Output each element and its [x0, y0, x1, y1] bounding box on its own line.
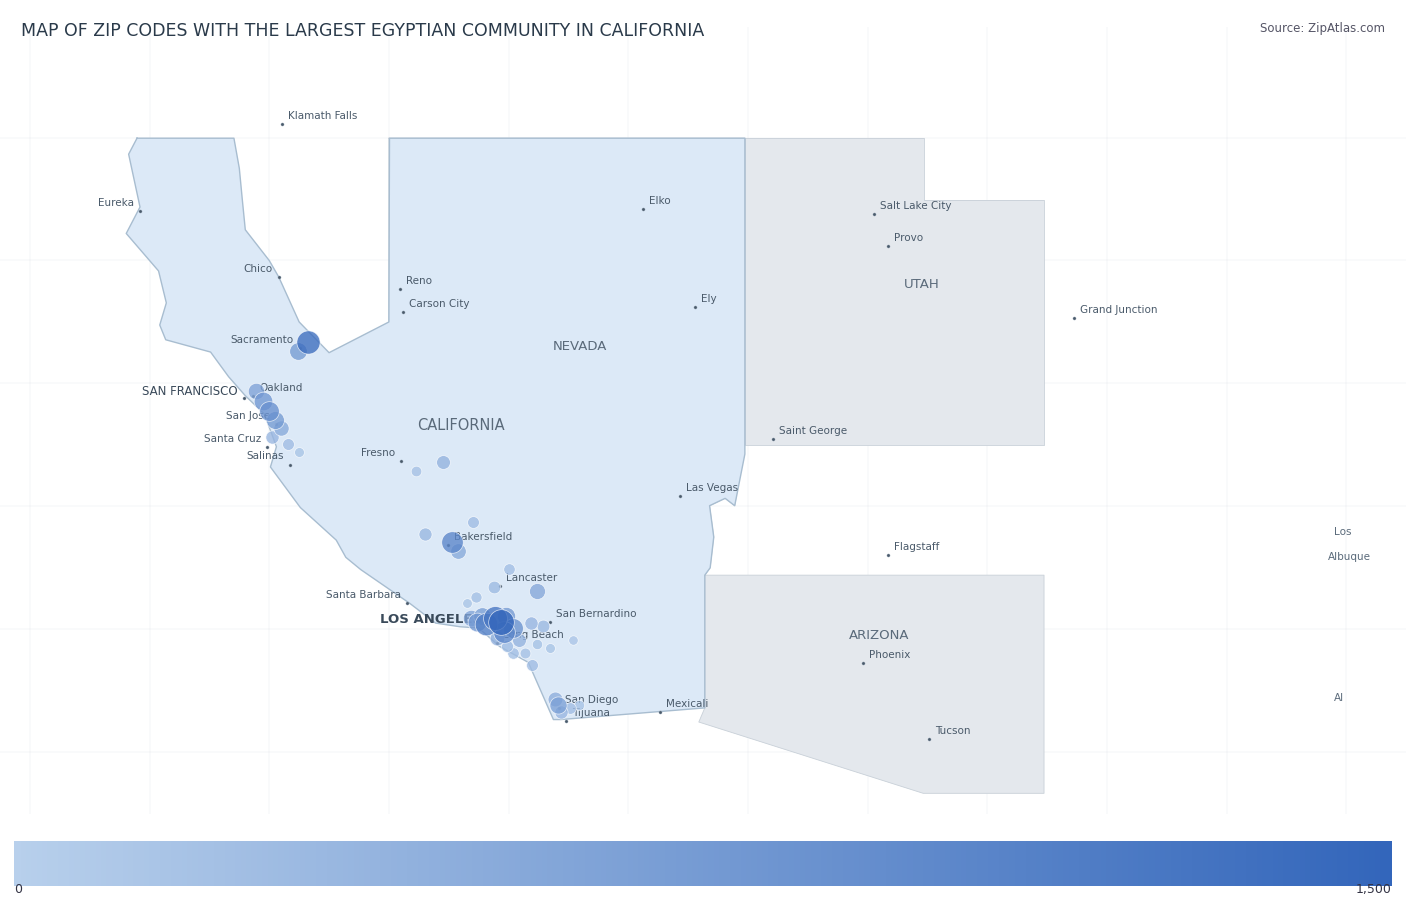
Text: Fresno: Fresno	[361, 448, 395, 458]
Point	[526, 584, 548, 599]
Text: Mexicali: Mexicali	[666, 699, 709, 708]
Point	[262, 431, 284, 445]
Text: Elko: Elko	[648, 196, 671, 207]
Text: Phoenix: Phoenix	[869, 650, 911, 660]
Text: Lancaster: Lancaster	[506, 574, 557, 583]
Text: San Jose: San Jose	[226, 411, 270, 421]
Point	[440, 535, 463, 549]
Text: MAP OF ZIP CODES WITH THE LARGEST EGYPTIAN COMMUNITY IN CALIFORNIA: MAP OF ZIP CODES WITH THE LARGEST EGYPTI…	[21, 22, 704, 40]
Text: SAN FRANCISCO: SAN FRANCISCO	[142, 385, 238, 397]
Text: Las Vegas: Las Vegas	[686, 483, 738, 493]
Text: UTAH: UTAH	[904, 278, 939, 291]
Text: San Bernardino: San Bernardino	[557, 610, 637, 619]
Point	[562, 633, 585, 647]
Point	[277, 436, 299, 450]
Polygon shape	[699, 575, 1045, 793]
Point	[491, 615, 513, 629]
Point	[485, 631, 508, 645]
Point	[538, 640, 561, 654]
Point	[287, 344, 309, 359]
Point	[461, 514, 484, 529]
Text: Oakland: Oakland	[259, 383, 302, 393]
Polygon shape	[745, 138, 1045, 445]
Text: CALIFORNIA: CALIFORNIA	[416, 417, 505, 432]
Point	[288, 445, 311, 459]
Point	[502, 645, 524, 660]
Text: 0: 0	[14, 884, 22, 896]
Point	[460, 611, 482, 626]
Point	[264, 414, 287, 428]
Point	[495, 609, 517, 623]
Text: Source: ZipAtlas.com: Source: ZipAtlas.com	[1260, 22, 1385, 35]
Point	[520, 616, 543, 630]
Text: Tijuana: Tijuana	[572, 708, 610, 717]
Point	[467, 615, 489, 629]
Text: Chico: Chico	[243, 264, 273, 274]
Point	[464, 590, 486, 604]
Text: Salinas: Salinas	[246, 451, 284, 461]
Text: Santa Cruz: Santa Cruz	[204, 433, 262, 443]
Text: Salt Lake City: Salt Lake City	[880, 200, 952, 210]
Text: ARIZONA: ARIZONA	[849, 628, 910, 642]
Point	[531, 619, 554, 634]
Point	[405, 464, 427, 478]
Point	[568, 698, 591, 712]
Text: Provo: Provo	[894, 234, 922, 244]
Point	[496, 639, 519, 654]
Point	[245, 384, 267, 398]
Polygon shape	[389, 138, 745, 575]
Text: Ely: Ely	[700, 293, 716, 304]
Point	[270, 421, 292, 435]
Text: San Diego: San Diego	[565, 695, 619, 705]
Text: Carson City: Carson City	[409, 299, 470, 309]
Text: Bakersfield: Bakersfield	[454, 532, 512, 542]
Point	[297, 334, 319, 349]
Text: Al: Al	[1334, 693, 1344, 703]
Text: Reno: Reno	[406, 276, 432, 286]
Point	[447, 543, 470, 557]
Text: Albuque: Albuque	[1329, 552, 1371, 562]
Text: NEVADA: NEVADA	[553, 340, 607, 352]
Point	[413, 527, 436, 541]
Text: 1,500: 1,500	[1355, 884, 1392, 896]
Text: Flagstaff: Flagstaff	[894, 542, 939, 552]
Point	[456, 596, 478, 610]
Text: Santa Barbara: Santa Barbara	[326, 591, 401, 601]
Point	[502, 621, 524, 636]
Point	[257, 404, 280, 418]
Point	[515, 645, 537, 660]
Text: Grand Junction: Grand Junction	[1080, 305, 1157, 316]
Point	[522, 658, 544, 672]
Point	[508, 633, 530, 647]
Point	[432, 455, 454, 469]
Text: Eureka: Eureka	[98, 199, 134, 209]
Point	[526, 636, 548, 651]
Text: Long Beach: Long Beach	[503, 630, 564, 640]
Text: Los: Los	[1334, 527, 1351, 537]
Text: LOS ANGELES: LOS ANGELES	[380, 613, 482, 627]
Point	[492, 625, 515, 639]
Text: Saint George: Saint George	[779, 425, 846, 436]
Point	[498, 562, 520, 576]
Point	[560, 700, 582, 715]
Point	[544, 691, 567, 706]
Point	[252, 394, 274, 408]
Point	[484, 611, 506, 626]
Text: Sacramento: Sacramento	[231, 334, 294, 344]
Text: Tucson: Tucson	[935, 725, 970, 735]
Point	[547, 698, 569, 712]
Point	[471, 609, 494, 623]
Polygon shape	[127, 138, 745, 719]
Point	[475, 617, 498, 631]
Point	[482, 580, 505, 594]
Point	[550, 705, 572, 719]
Text: Klamath Falls: Klamath Falls	[288, 111, 357, 121]
